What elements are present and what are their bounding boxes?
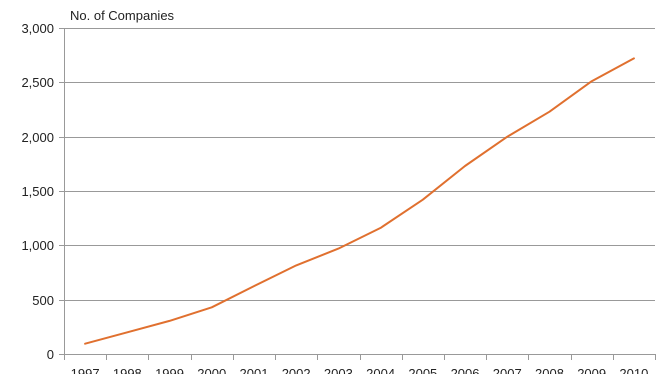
data-point: [590, 79, 594, 83]
series-line: [84, 57, 635, 345]
x-tick-label: 1999: [155, 366, 184, 374]
data-point: [547, 110, 551, 114]
data-point: [125, 330, 129, 334]
x-tick-label: 2008: [535, 366, 564, 374]
y-axis-title: No. of Companies: [70, 8, 175, 23]
axis-layer: [59, 28, 656, 360]
y-tick-label: 1,000: [21, 238, 54, 253]
x-tick-label: 1997: [71, 366, 100, 374]
y-tick-label: 1,500: [21, 184, 54, 199]
series-layer: [83, 56, 636, 346]
data-point: [168, 319, 172, 323]
data-point: [379, 226, 383, 230]
y-tick-label: 2,000: [21, 130, 54, 145]
data-point: [210, 305, 214, 309]
data-point: [252, 284, 256, 288]
y-tick-label: 3,000: [21, 21, 54, 36]
data-point: [421, 198, 425, 202]
x-tick-label: 2000: [197, 366, 226, 374]
x-tick-label: 2003: [324, 366, 353, 374]
data-point: [632, 56, 636, 60]
data-point: [505, 135, 509, 139]
data-point: [83, 342, 87, 346]
y-tick-label: 500: [32, 293, 54, 308]
y-tick-label: 0: [47, 347, 54, 362]
x-tick-label: 2002: [282, 366, 311, 374]
data-point: [336, 247, 340, 251]
x-tick-label: 2005: [408, 366, 437, 374]
x-tick-label: 2004: [366, 366, 395, 374]
y-tick-label: 2,500: [21, 75, 54, 90]
x-tick-label: 2001: [240, 366, 269, 374]
data-point: [463, 164, 467, 168]
grid-layer: [64, 28, 655, 301]
x-tick-label: 2010: [619, 366, 648, 374]
label-layer: 0 500 1,000 1,500 2,000 2,500 3,000 1997 1998 199…: [21, 21, 648, 374]
x-tick-label: 1998: [113, 366, 142, 374]
x-tick-label: 2009: [577, 366, 606, 374]
x-tick-label: 2007: [493, 366, 522, 374]
x-tick-label: 2006: [451, 366, 480, 374]
data-point: [294, 263, 298, 267]
